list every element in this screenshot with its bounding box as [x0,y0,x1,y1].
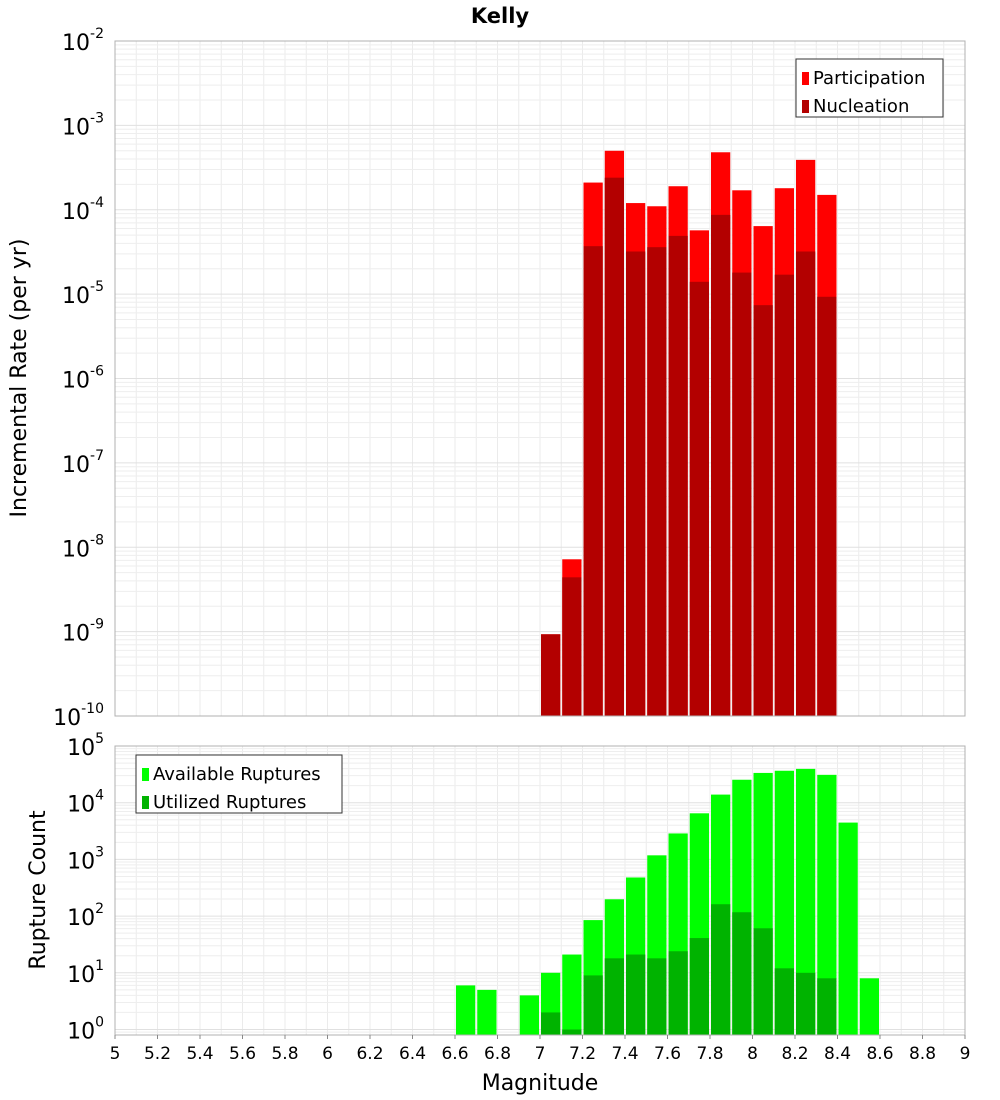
x-tick-label: 5.8 [271,1044,298,1064]
bar-nucleation [796,251,816,716]
x-tick-label: 8.6 [866,1044,893,1064]
bar-utilized-ruptures [753,928,773,1035]
x-tick-label: 5 [110,1044,121,1064]
bar-utilized-ruptures [647,958,667,1035]
x-tick-label: 8.8 [909,1044,936,1064]
y-tick-label: 10-2 [62,26,104,56]
y-tick-label: 10-7 [62,448,104,478]
bar-available-ruptures [519,995,539,1035]
legend: Participation Nucleation [795,58,944,118]
chart-title: Kelly [471,4,530,28]
plot-border [114,40,966,717]
y-tick-label: 105 [67,731,104,761]
y-tick-label: 103 [67,844,104,874]
bar-utilized-ruptures [562,1029,582,1035]
bar-utilized-ruptures [817,978,837,1035]
legend-swatch [802,72,809,85]
x-tick-label: 8 [747,1044,758,1064]
bar-available-ruptures [456,985,476,1035]
bottom-y-axis-label: Rupture Count [26,810,51,970]
y-tick-label: 10-6 [62,364,104,394]
bar-nucleation [668,235,688,716]
y-tick-label: 102 [67,901,104,931]
y-tick-label: 10-4 [62,195,104,225]
bar-available-ruptures [838,822,858,1035]
top-plot: 10-10 10-9 10-8 10-7 10-6 10-5 10-4 10-3 10-2 Par… [53,26,966,731]
top-y-axis-label: Incremental Rate (per yr) [7,239,32,518]
bar-utilized-ruptures [796,972,816,1035]
legend-swatch [802,100,809,113]
x-tick-label: 8.2 [781,1044,808,1064]
legend-swatch [142,768,149,781]
bar-nucleation [753,305,773,716]
legend-swatch [142,796,149,809]
bar-nucleation [583,246,603,716]
x-tick-label: 7.4 [611,1044,638,1064]
bar-utilized-ruptures [689,938,709,1035]
x-tick-label: 5.4 [186,1044,213,1064]
x-tick-label: 7.8 [696,1044,723,1064]
legend-box [795,58,944,118]
bar-nucleation [817,296,837,716]
bar-nucleation [604,177,624,716]
y-tick-label: 10-3 [62,110,104,140]
x-tick-label: 6.6 [441,1044,468,1064]
legend-label: Nucleation [813,96,909,117]
bar-nucleation [732,272,752,716]
bar-nucleation [647,247,667,716]
bar-available-ruptures [817,774,837,1035]
bar-utilized-ruptures [604,958,624,1035]
y-tick-label: 10-9 [62,617,104,647]
bar-utilized-ruptures [774,968,794,1035]
x-tick-label: 8.4 [824,1044,851,1064]
x-tick-label: 7.2 [569,1044,596,1064]
bar-utilized-ruptures [541,1012,561,1035]
y-tick-label: 101 [67,958,104,988]
x-tick-label: 7 [535,1044,546,1064]
bar-nucleation [689,281,709,716]
y-tick-label: 10-10 [53,701,104,731]
bar-nucleation [774,274,794,716]
bar-nucleation [626,251,646,716]
bar-utilized-ruptures [732,912,752,1035]
bar-nucleation [562,577,582,716]
bar-available-ruptures [477,989,497,1035]
bar-available-ruptures [562,954,582,1035]
legend-label: Participation [813,68,925,89]
bottom-plot: 100 101 102 103 104 105 5 5.2 5.4 5.6 5.8 6 6.2 6.4 6.… [67,731,970,1064]
legend-box [135,754,343,814]
bar-utilized-ruptures [668,951,688,1035]
legend-label: Utilized Ruptures [153,792,306,813]
x-tick-label: 7.6 [654,1044,681,1064]
x-axis-label: Magnitude [482,1071,599,1096]
bar-available-ruptures [796,768,816,1035]
y-tick-label: 100 [67,1015,104,1045]
x-tick-label: 9 [960,1044,971,1064]
y-tick-label: 104 [67,788,104,818]
x-tick-label: 5.6 [229,1044,256,1064]
x-tick-label: 6.4 [399,1044,426,1064]
x-tick-label: 6.8 [484,1044,511,1064]
x-tick-label: 5.2 [144,1044,171,1064]
bar-nucleation [541,634,561,716]
bar-utilized-ruptures [583,975,603,1035]
legend: Available Ruptures Utilized Ruptures [135,754,343,814]
x-tick-label: 6 [322,1044,333,1064]
bar-nucleation [711,214,731,716]
bar-utilized-ruptures [626,954,646,1035]
y-tick-label: 10-8 [62,532,104,562]
bar-utilized-ruptures [711,904,731,1035]
legend-label: Available Ruptures [153,764,321,785]
bar-available-ruptures [859,978,879,1035]
y-tick-label: 10-5 [62,279,104,309]
x-tick-label: 6.2 [356,1044,383,1064]
